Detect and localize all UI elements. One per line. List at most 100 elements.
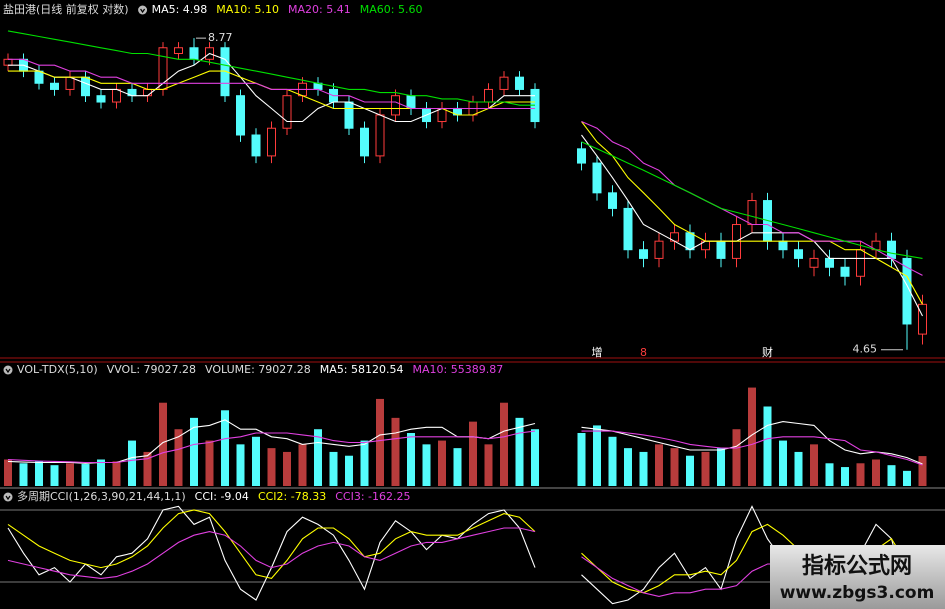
candle-body	[685, 232, 695, 251]
volume-bar	[500, 402, 508, 486]
volume-bar	[143, 451, 152, 486]
candle-body	[96, 95, 106, 103]
volume-bar	[624, 448, 632, 486]
candle-body	[794, 249, 803, 259]
candle-body	[577, 148, 586, 164]
volume-bar	[438, 440, 446, 486]
candle-body	[406, 95, 416, 109]
series-line	[8, 58, 923, 276]
candle-body	[809, 257, 819, 268]
volume-bar	[19, 463, 28, 486]
annotation-label: 4.65	[853, 343, 878, 356]
watermark-box	[770, 545, 945, 609]
header-icon-arrow	[5, 368, 11, 374]
candle-body	[360, 127, 369, 157]
header-icon-arrow	[140, 8, 146, 14]
candle-body	[778, 240, 788, 251]
volume-bar	[686, 455, 694, 486]
volume-bar	[360, 440, 369, 486]
volume-bar	[345, 455, 353, 486]
volume-bar	[887, 465, 896, 486]
watermark: 指标公式网 www.zbgs3.com	[770, 545, 945, 609]
candle-body	[375, 114, 385, 157]
candle-body	[174, 47, 183, 54]
candle-body	[344, 101, 354, 129]
volume-bar	[376, 398, 384, 486]
candle-body	[220, 47, 230, 97]
series-line	[7, 430, 923, 466]
candle-body	[902, 257, 912, 325]
volume-bar	[236, 444, 245, 486]
volume-bar	[717, 448, 725, 486]
candle-body	[592, 162, 602, 194]
volume-bar	[407, 433, 415, 486]
candle-body	[391, 95, 400, 116]
chart-title: 盐田港(日线 前复权 对数)	[3, 2, 129, 16]
header-icon	[138, 5, 148, 15]
volume-bar	[515, 417, 524, 486]
volume-bar	[112, 461, 121, 486]
chart-title: 多周期CCI(1,26,3,90,21,44,1,1)	[17, 489, 186, 503]
candle-body	[639, 249, 648, 259]
candle-body	[747, 200, 757, 226]
candle-body	[143, 88, 152, 97]
volume-label: VVOL: 79027.28	[107, 363, 196, 376]
chart-title: VOL-TDX(5,10)	[17, 363, 98, 376]
candle-body	[267, 127, 276, 157]
watermark-url: www.zbgs3.com	[780, 583, 935, 603]
volume-bar	[918, 456, 927, 486]
legend-entry: MA5: 58120.54	[320, 363, 404, 376]
candle-body	[825, 257, 834, 268]
volume-bar	[608, 436, 617, 486]
volume-label: VOLUME: 79027.28	[205, 363, 311, 376]
candle-body	[3, 58, 13, 66]
volume-bar	[763, 406, 772, 486]
candle-body	[437, 107, 447, 123]
volume-bar	[35, 461, 43, 486]
candle-body	[34, 70, 44, 84]
volume-bar	[298, 444, 307, 486]
volume-bar	[670, 448, 679, 486]
volume-bar	[391, 417, 400, 486]
candle-body	[716, 240, 726, 259]
legend-entry: CCI3: -162.25	[335, 490, 410, 503]
volume-bar	[205, 440, 214, 486]
legend-entry: MA10: 5.10	[216, 3, 279, 16]
candle-body	[50, 82, 59, 90]
volume-bar	[639, 451, 648, 486]
candle-body	[189, 47, 199, 60]
series-line	[7, 30, 923, 259]
volume-bar	[267, 448, 276, 486]
volume-bar	[794, 451, 803, 486]
volume-bar	[4, 459, 12, 486]
volume-bar	[81, 464, 90, 486]
legend-entry: MA60: 5.60	[360, 3, 423, 16]
volume-bar	[422, 444, 431, 486]
event-label: 8	[640, 346, 647, 359]
candle-body	[887, 240, 896, 259]
volume-bar	[577, 433, 586, 486]
candle-body	[654, 240, 664, 259]
volume-bar	[748, 387, 756, 486]
candle-body	[236, 95, 245, 136]
legend-entry: CCI: -9.04	[195, 490, 249, 503]
candle-body	[608, 192, 617, 209]
header-icon	[3, 492, 13, 502]
event-label: 财	[762, 345, 773, 359]
volume-bar	[329, 451, 338, 486]
volume-bar	[484, 444, 493, 486]
volume-bar	[283, 451, 291, 486]
header-icon	[3, 365, 13, 375]
volume-bar	[903, 470, 911, 486]
candle-body	[856, 249, 865, 277]
legend-entry: CCI2: -78.33	[258, 490, 326, 503]
volume-bar	[856, 463, 865, 486]
candle-body	[918, 303, 927, 335]
legend-entry: MA5: 4.98	[152, 3, 208, 16]
legend-entry: MA10: 55389.87	[413, 363, 504, 376]
candle-body	[515, 76, 524, 90]
volume-bar	[701, 451, 710, 486]
